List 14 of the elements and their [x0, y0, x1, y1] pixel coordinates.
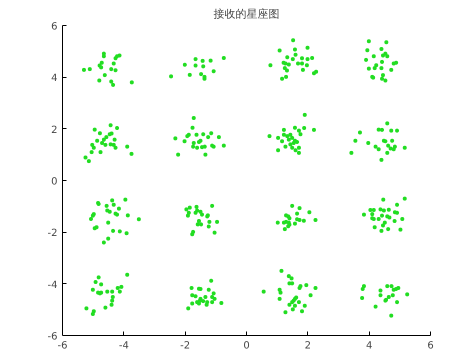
y-tick-label: -6 [48, 332, 58, 342]
x-tick-label: 4 [366, 340, 372, 352]
y-tick-label: 4 [51, 73, 58, 84]
y-tick-label: 0 [51, 176, 58, 188]
chart-title: 接收的星座图 [214, 8, 280, 20]
y-tick-label: 6 [51, 22, 58, 32]
y-tick-label: -2 [48, 228, 58, 240]
y-tick-label: -4 [48, 280, 58, 291]
x-tick-label: -2 [180, 340, 190, 352]
x-tick-label: -4 [118, 340, 129, 352]
y-tick-label: 2 [51, 124, 58, 136]
x-tick-label: 0 [243, 340, 250, 352]
x-tick-label: 6 [427, 340, 434, 352]
x-tick-label: 2 [304, 340, 312, 352]
